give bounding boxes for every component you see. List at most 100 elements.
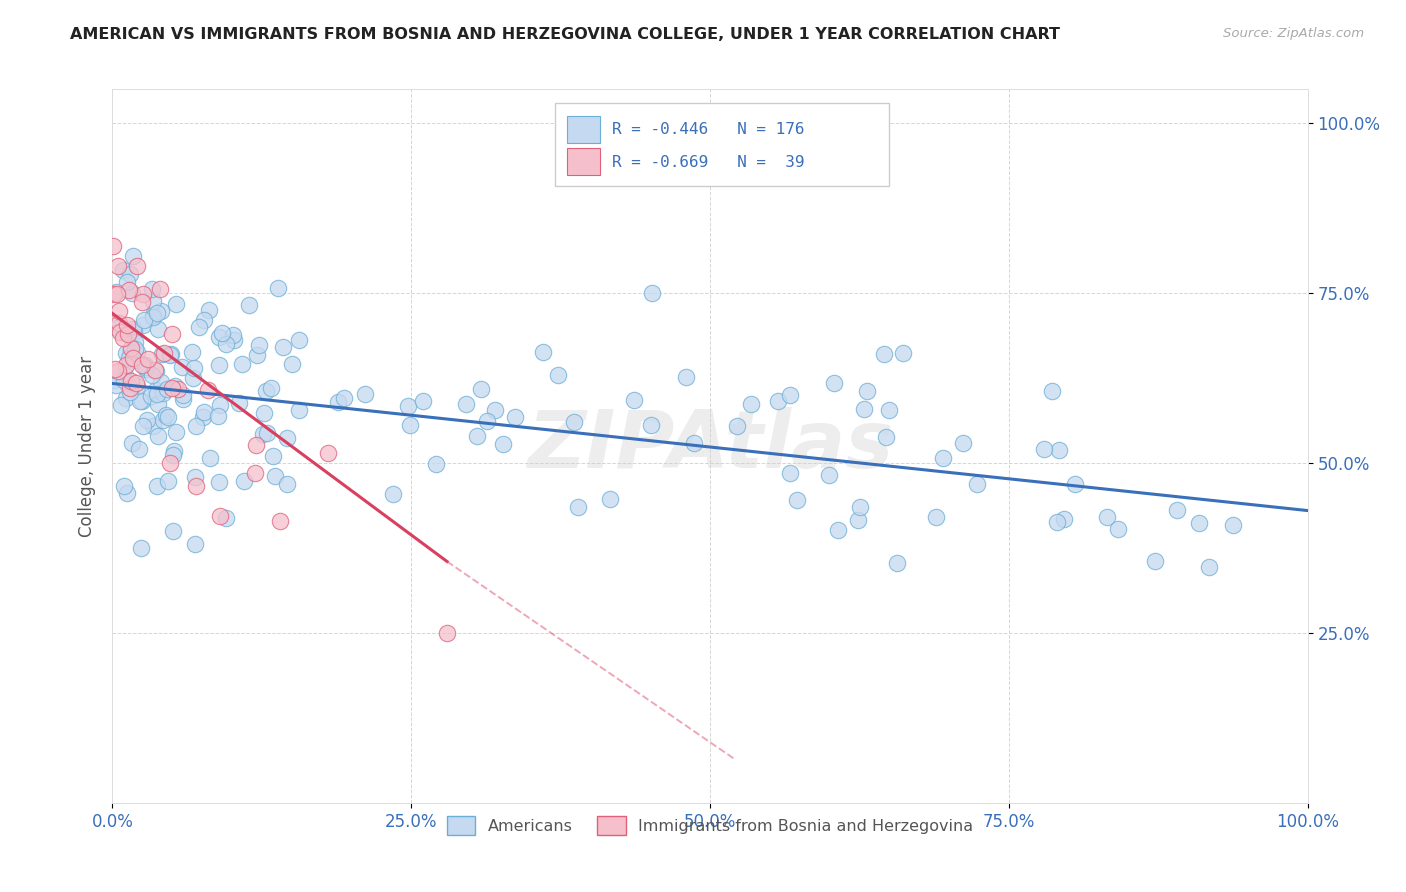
Point — [849, 500, 872, 514]
Point — [208, 475, 231, 489]
Point — [162, 448, 184, 462]
Point — [1166, 503, 1188, 517]
Point — [149, 282, 172, 296]
Point — [139, 389, 162, 403]
Text: R = -0.669   N =  39: R = -0.669 N = 39 — [612, 155, 804, 170]
Point — [475, 414, 498, 428]
Point — [273, 340, 295, 354]
Point — [125, 376, 148, 390]
Point — [104, 362, 127, 376]
Point — [786, 493, 808, 508]
Point — [124, 353, 146, 368]
Point — [115, 275, 138, 289]
Point — [215, 511, 238, 525]
Point — [1047, 443, 1070, 458]
Point — [276, 477, 298, 491]
Point — [132, 419, 155, 434]
Point — [425, 457, 447, 471]
Point — [1097, 509, 1119, 524]
Point — [125, 259, 148, 273]
Point — [193, 409, 215, 424]
Point — [465, 428, 488, 442]
Point — [436, 626, 458, 640]
Point — [165, 425, 187, 439]
Point — [142, 310, 165, 325]
Point — [166, 382, 188, 396]
Point — [117, 486, 139, 500]
Point — [264, 469, 287, 483]
Point — [143, 362, 166, 376]
Point — [112, 479, 135, 493]
Point — [131, 295, 153, 310]
Point — [221, 327, 243, 342]
Point — [853, 401, 876, 416]
Point — [675, 369, 697, 384]
Point — [135, 413, 157, 427]
Point — [129, 541, 152, 555]
Point — [163, 443, 186, 458]
Point — [952, 436, 974, 450]
Point — [208, 330, 231, 344]
Point — [353, 387, 375, 401]
Point — [246, 348, 269, 362]
Point — [253, 406, 276, 420]
Point — [124, 335, 146, 350]
Point — [148, 397, 170, 411]
Point — [181, 371, 204, 385]
Point — [110, 398, 132, 412]
Point — [280, 357, 302, 371]
Point — [128, 442, 150, 457]
Point — [503, 410, 526, 425]
Point — [131, 394, 153, 409]
Point — [117, 327, 139, 342]
Point — [129, 394, 152, 409]
Point — [122, 351, 145, 365]
Point — [150, 375, 173, 389]
Point — [245, 438, 267, 452]
Point — [876, 429, 898, 443]
Point — [183, 361, 205, 376]
Point — [1040, 384, 1063, 399]
Point — [599, 491, 621, 506]
Point — [115, 346, 138, 360]
Point — [121, 321, 143, 335]
Point — [141, 368, 163, 382]
Point — [640, 285, 662, 300]
Point — [111, 263, 134, 277]
Point — [562, 415, 585, 429]
Point — [145, 363, 167, 377]
Point — [827, 523, 849, 537]
Point — [138, 352, 160, 367]
Point — [197, 303, 219, 318]
Point — [231, 358, 253, 372]
Text: R = -0.446   N = 176: R = -0.446 N = 176 — [612, 122, 804, 137]
Point — [567, 500, 589, 514]
Text: Source: ZipAtlas.com: Source: ZipAtlas.com — [1223, 27, 1364, 40]
Point — [269, 514, 291, 528]
Point — [163, 379, 186, 393]
Point — [134, 358, 156, 372]
Point — [153, 346, 176, 360]
Point — [492, 437, 515, 451]
Point — [141, 282, 163, 296]
Point — [172, 392, 194, 406]
Point — [207, 409, 229, 424]
Point — [131, 286, 153, 301]
Point — [211, 326, 233, 341]
Point — [456, 397, 478, 411]
Point — [145, 479, 167, 493]
Point — [132, 313, 155, 327]
Point — [855, 384, 877, 399]
Point — [131, 318, 153, 333]
Point — [135, 362, 157, 376]
Point — [172, 388, 194, 402]
Point — [120, 374, 142, 388]
Point — [288, 334, 311, 348]
Point — [120, 381, 142, 395]
Point — [120, 267, 142, 281]
Point — [197, 384, 219, 398]
Point — [396, 399, 419, 413]
Point — [215, 337, 238, 351]
Point — [924, 509, 946, 524]
Point — [118, 385, 141, 400]
